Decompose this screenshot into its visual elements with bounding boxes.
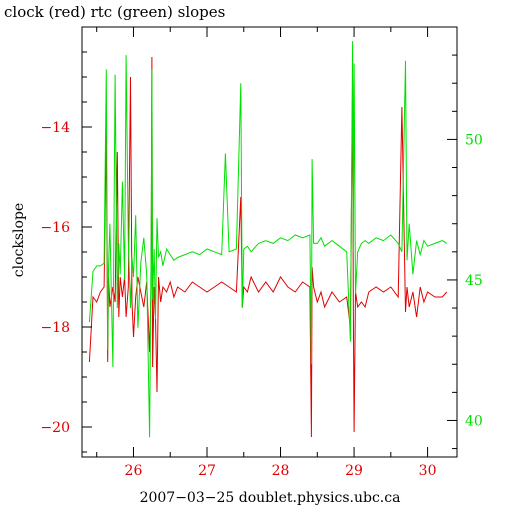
x-tick-label: 26 (125, 463, 143, 479)
x-tick-label: 29 (345, 463, 363, 479)
y-axis-label: clockslope (11, 203, 27, 277)
y-left-tick-label: −20 (40, 420, 70, 436)
y-left-tick-label: −14 (40, 120, 70, 136)
y-right-tick-label: 45 (465, 273, 483, 289)
y-right-tick-label: 50 (465, 132, 483, 148)
x-tick-label: 30 (419, 463, 437, 479)
x-axis-label: 2007−03−25 doublet.physics.ubc.ca (140, 490, 401, 506)
x-tick-label: 27 (198, 463, 216, 479)
chart-title: clock (red) rtc (green) slopes (4, 3, 225, 21)
y-left-tick-label: −16 (40, 220, 70, 236)
ticks-layer: 26 27 28 29 30 −14 −16 −18 −20 40 45 50 (40, 26, 483, 479)
x-tick-label: 28 (272, 463, 290, 479)
series-line-clock (88, 56, 448, 438)
series-layer (88, 41, 448, 438)
y-right-tick-label: 40 (465, 413, 483, 429)
plot-frame (81, 26, 458, 458)
y-left-tick-label: −18 (40, 320, 70, 336)
series-line-rtc (88, 41, 447, 438)
